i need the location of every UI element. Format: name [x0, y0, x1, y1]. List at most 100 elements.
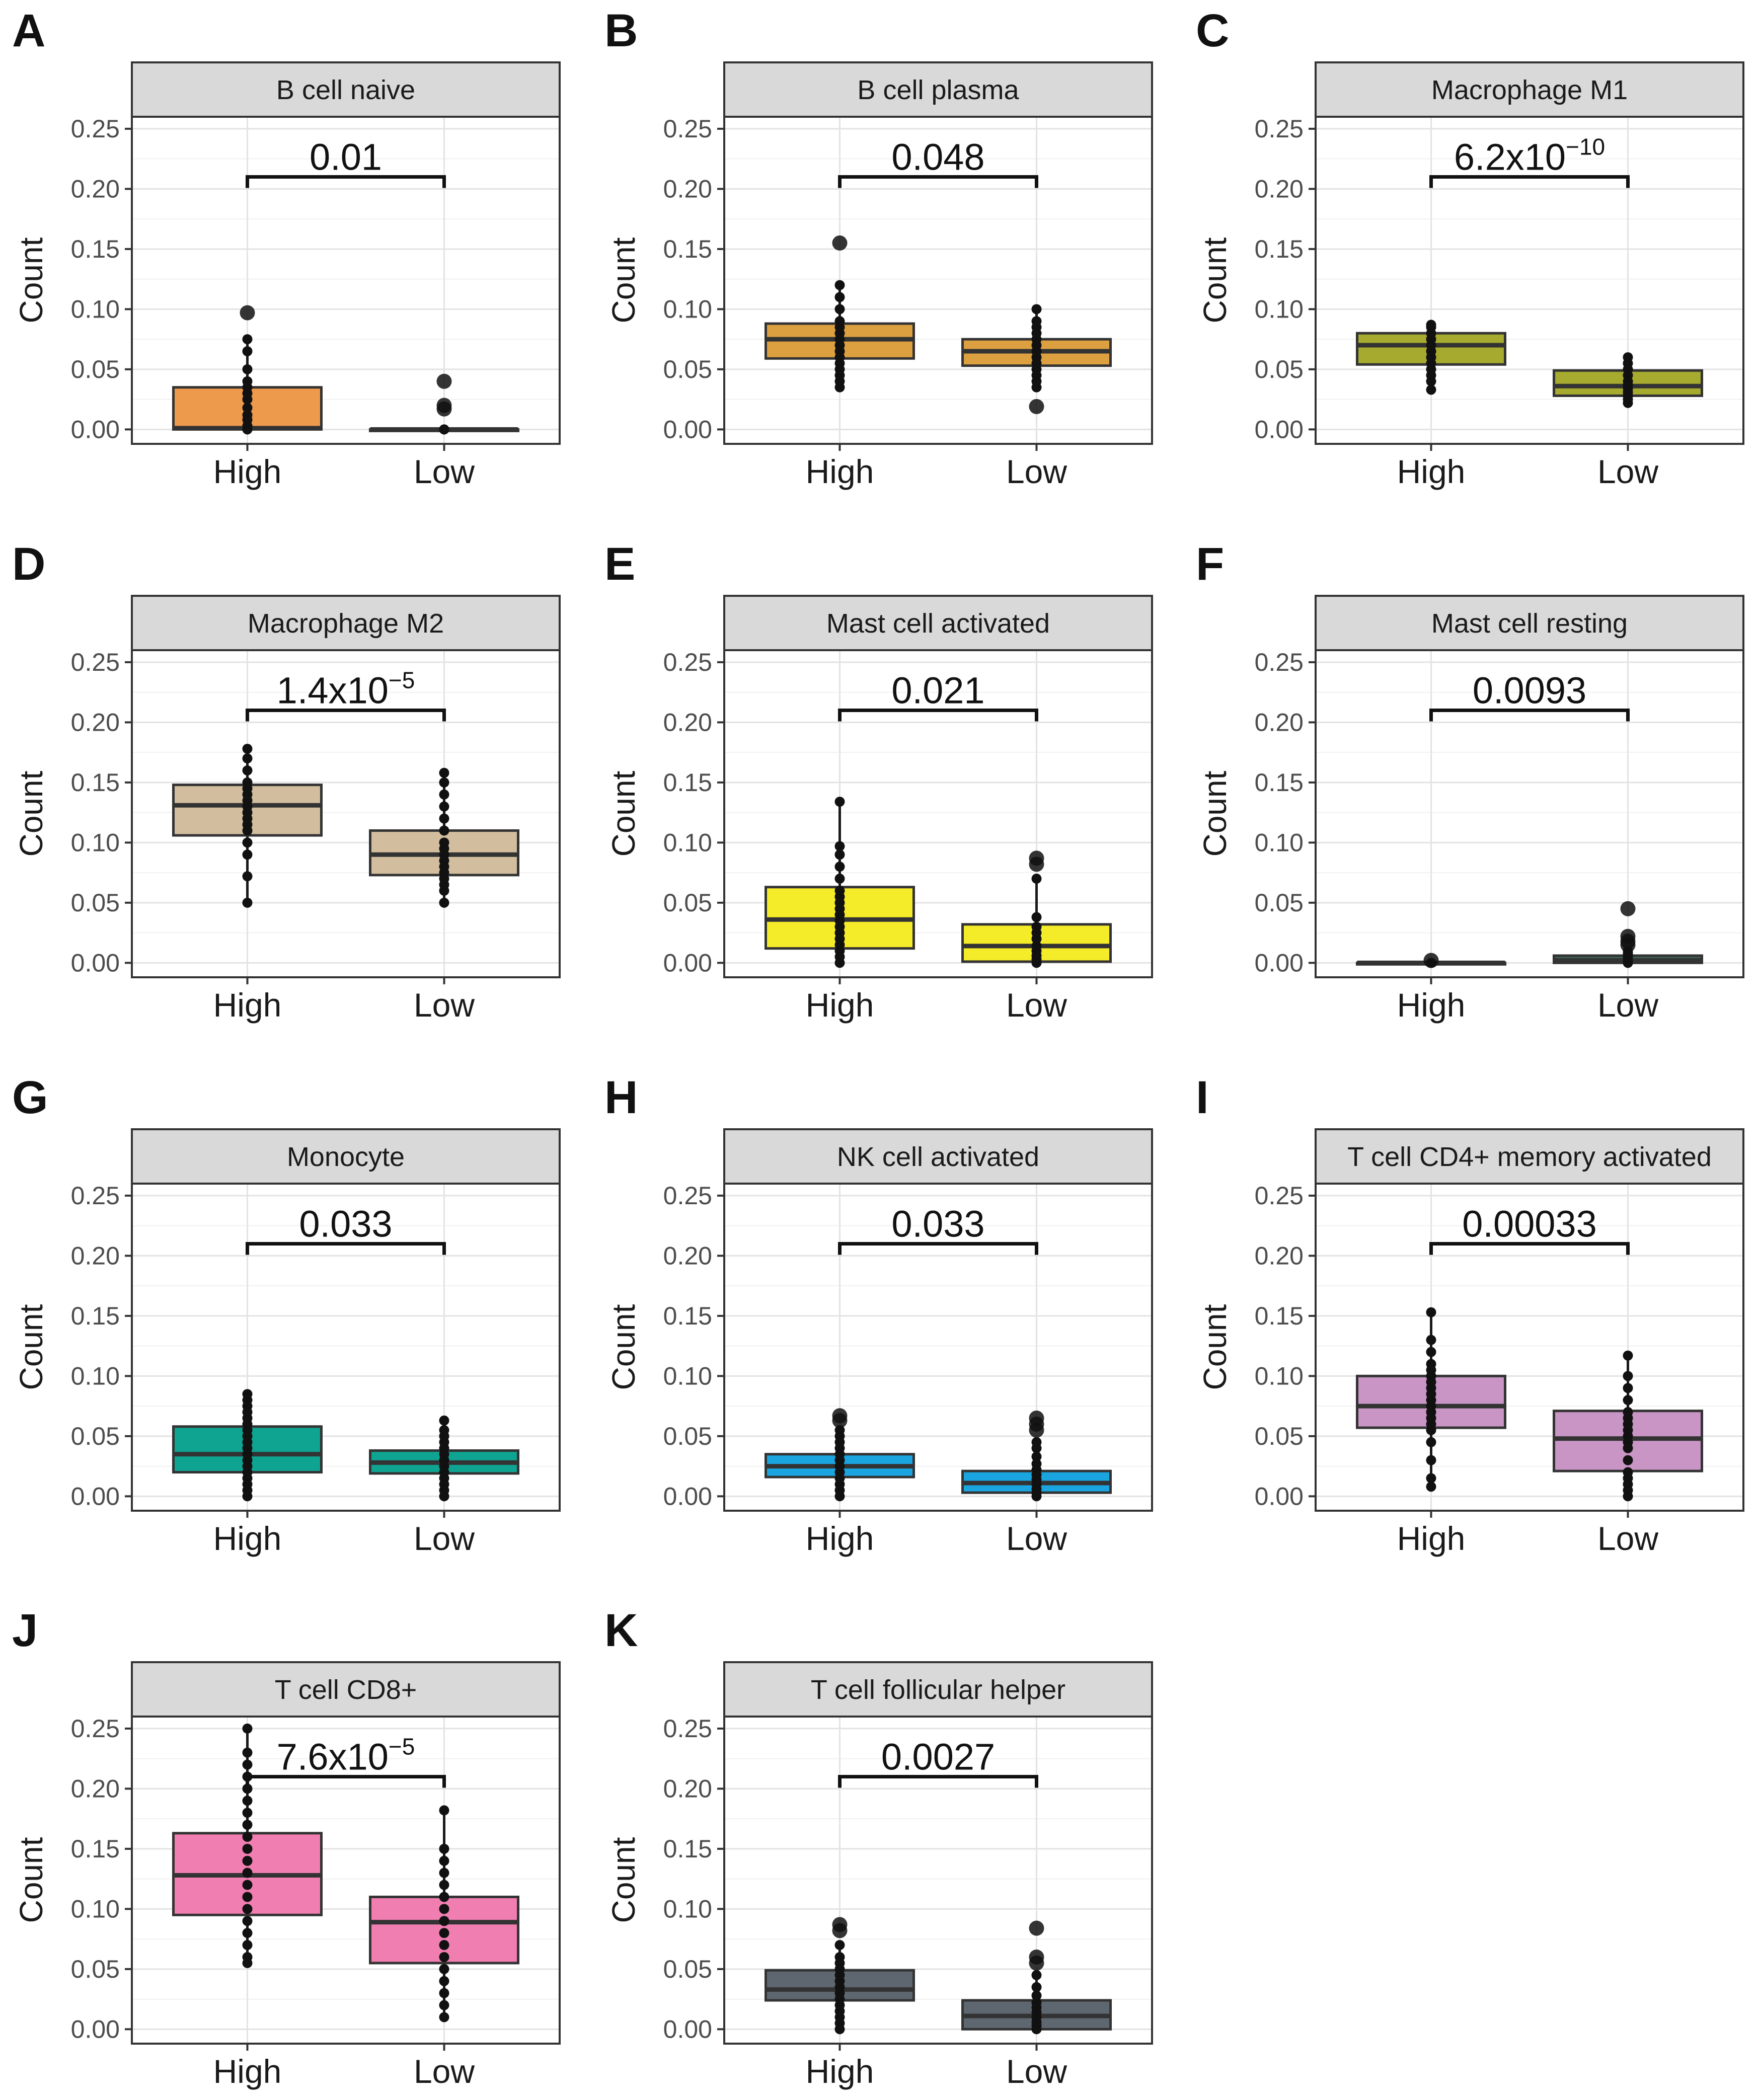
significance-bracket — [838, 175, 1038, 188]
data-point — [1031, 1437, 1042, 1447]
y-tick-label: 0.05 — [663, 889, 712, 917]
outlier-point — [832, 1917, 848, 1932]
y-tick-label: 0.25 — [1255, 1182, 1304, 1210]
data-point — [439, 897, 449, 908]
data-point — [439, 1843, 449, 1854]
x-tick-label: High — [806, 1520, 874, 1557]
significance-bracket — [1429, 1241, 1630, 1255]
data-point — [1623, 1467, 1633, 1477]
y-tick-label: 0.05 — [71, 355, 120, 383]
panel-letter: B — [604, 5, 638, 56]
p-value-mantissa: 0.033 — [299, 1203, 392, 1245]
x-tick-label: Low — [1006, 2053, 1067, 2090]
x-tick-label: Low — [1006, 453, 1067, 490]
y-tick-label: 0.15 — [71, 1835, 120, 1863]
data-point — [1031, 941, 1042, 951]
panel-border — [723, 649, 1153, 978]
panel-border — [131, 116, 561, 445]
y-tick-label: 0.00 — [663, 415, 712, 443]
data-point — [1426, 1437, 1436, 1447]
outlier-point — [1029, 1949, 1044, 1965]
y-tick-label: 0.20 — [71, 175, 120, 203]
y-tick-label: 0.00 — [1255, 949, 1304, 977]
x-tick-label: Low — [1597, 986, 1658, 1024]
outlier-point — [436, 373, 452, 389]
data-point — [242, 849, 253, 860]
facet-title: B cell naive — [276, 75, 415, 105]
p-value-label: 1.4x10−5 — [277, 667, 415, 711]
x-tick-label: Low — [414, 2053, 475, 2090]
y-tick-label: 0.10 — [1255, 295, 1304, 323]
data-point — [1623, 1350, 1633, 1361]
x-tick-label: High — [1397, 453, 1466, 490]
data-point — [439, 2000, 449, 2010]
y-tick-label: 0.25 — [663, 648, 712, 676]
data-point — [439, 1904, 449, 1914]
x-tick-label: High — [806, 986, 874, 1024]
panel-letter: A — [12, 5, 45, 56]
data-point — [1426, 320, 1436, 330]
facet-title: T cell CD8+ — [275, 1675, 417, 1705]
panel-letter: C — [1196, 5, 1229, 56]
outlier-point — [832, 235, 848, 251]
data-point — [439, 1868, 449, 1878]
y-tick-label: 0.00 — [71, 1482, 120, 1510]
y-tick-label: 0.20 — [71, 708, 120, 736]
y-axis-label: Count — [13, 1304, 49, 1390]
x-tick-label: Low — [414, 1520, 475, 1557]
outlier-point — [832, 1408, 848, 1424]
panel-letter: K — [604, 1605, 638, 1656]
y-tick-label: 0.25 — [663, 115, 712, 143]
panel-border — [131, 1716, 561, 2045]
p-value-label: 0.00033 — [1462, 1203, 1597, 1245]
data-point — [1031, 304, 1042, 315]
y-tick-label: 0.25 — [1255, 115, 1304, 143]
y-tick-label: 0.20 — [663, 708, 712, 736]
data-point — [834, 862, 845, 872]
panel-c: C Macrophage M1 0.00 0.05 0.10 0.15 0.20 0.25 Co… — [1196, 5, 1744, 490]
data-point — [439, 1805, 449, 1816]
y-tick-label: 0.00 — [663, 1482, 712, 1510]
facet-title: NK cell activated — [837, 1142, 1039, 1172]
data-point — [242, 1880, 253, 1890]
data-point — [242, 364, 253, 374]
facet-strip — [131, 595, 561, 651]
y-tick-label: 0.10 — [71, 1895, 120, 1923]
y-tick-label: 0.00 — [1255, 1482, 1304, 1510]
x-tick-label: Low — [1006, 986, 1067, 1024]
y-axis-label: Count — [605, 1837, 642, 1923]
y-tick-label: 0.10 — [1255, 828, 1304, 857]
y-tick-label: 0.15 — [663, 1835, 712, 1863]
facet-title: Mast cell resting — [1431, 608, 1628, 639]
outlier-point — [1029, 1410, 1044, 1426]
significance-bracket — [246, 1774, 446, 1788]
p-value-exponent: −5 — [389, 667, 415, 693]
data-point — [242, 897, 253, 908]
y-tick-label: 0.00 — [71, 2015, 120, 2043]
y-tick-label: 0.25 — [663, 1182, 712, 1210]
p-value-mantissa: 0.048 — [891, 136, 984, 178]
facet-strip — [131, 1128, 561, 1185]
data-point — [439, 1976, 449, 1986]
panel-border — [131, 649, 561, 978]
p-value-mantissa: 1.4x10 — [277, 669, 389, 711]
x-tick-label: High — [1397, 1520, 1466, 1557]
data-point — [242, 1940, 253, 1951]
y-tick-label: 0.05 — [663, 1422, 712, 1450]
y-tick-label: 0.25 — [71, 1715, 120, 1743]
data-point — [242, 346, 253, 356]
y-tick-label: 0.10 — [663, 1362, 712, 1390]
x-tick-label: Low — [1597, 453, 1658, 490]
outlier-point — [1029, 1920, 1044, 1936]
y-axis-label: Count — [605, 770, 642, 857]
y-tick-label: 0.00 — [663, 949, 712, 977]
outlier-point — [1620, 928, 1636, 944]
facet-strip — [1315, 61, 1744, 118]
p-value-label: 0.033 — [299, 1203, 392, 1245]
x-tick-label: High — [213, 1520, 282, 1557]
facet-strip — [131, 1661, 561, 1718]
x-tick-label: High — [806, 453, 874, 490]
p-value-label: 0.0027 — [881, 1736, 995, 1777]
y-tick-label: 0.25 — [71, 1182, 120, 1210]
panel-letter: H — [604, 1072, 638, 1123]
